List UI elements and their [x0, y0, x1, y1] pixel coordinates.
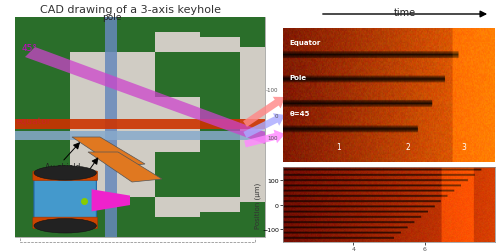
Text: 45°: 45°	[22, 43, 38, 52]
FancyBboxPatch shape	[15, 197, 70, 237]
Text: Au shield: Au shield	[45, 163, 80, 172]
Polygon shape	[70, 18, 265, 53]
Text: Equator: Equator	[290, 40, 320, 46]
FancyArrow shape	[244, 114, 285, 139]
FancyBboxPatch shape	[15, 18, 265, 237]
Polygon shape	[88, 152, 162, 182]
Text: Al mirror: Al mirror	[62, 183, 96, 192]
FancyBboxPatch shape	[15, 132, 265, 140]
Text: CAD drawing of a 3-axis keyhole: CAD drawing of a 3-axis keyhole	[40, 5, 220, 15]
Text: θ=45: θ=45	[290, 111, 310, 117]
Text: equator: equator	[15, 116, 51, 125]
Polygon shape	[70, 197, 265, 237]
Polygon shape	[72, 137, 145, 167]
FancyBboxPatch shape	[15, 119, 265, 130]
FancyBboxPatch shape	[34, 175, 96, 225]
FancyBboxPatch shape	[15, 113, 70, 197]
FancyBboxPatch shape	[33, 217, 98, 229]
Text: 2: 2	[406, 142, 410, 151]
FancyBboxPatch shape	[15, 18, 70, 53]
Ellipse shape	[34, 219, 96, 233]
FancyBboxPatch shape	[15, 53, 70, 113]
FancyBboxPatch shape	[70, 53, 155, 197]
Polygon shape	[92, 190, 132, 211]
FancyBboxPatch shape	[33, 171, 98, 181]
Text: pole: pole	[102, 13, 122, 22]
Text: time: time	[394, 8, 416, 18]
Text: -100: -100	[266, 87, 278, 92]
Text: 100: 100	[268, 135, 278, 140]
Ellipse shape	[34, 166, 96, 180]
FancyArrow shape	[244, 130, 285, 148]
Text: 1: 1	[336, 142, 341, 151]
FancyBboxPatch shape	[105, 18, 117, 237]
Y-axis label: Position (μm): Position (μm)	[254, 182, 260, 228]
Text: 3: 3	[461, 142, 466, 151]
Text: Pole: Pole	[290, 75, 306, 81]
FancyBboxPatch shape	[155, 53, 240, 197]
FancyBboxPatch shape	[155, 98, 200, 152]
FancyArrow shape	[243, 98, 285, 128]
Polygon shape	[25, 48, 265, 144]
Text: 0: 0	[274, 113, 278, 118]
